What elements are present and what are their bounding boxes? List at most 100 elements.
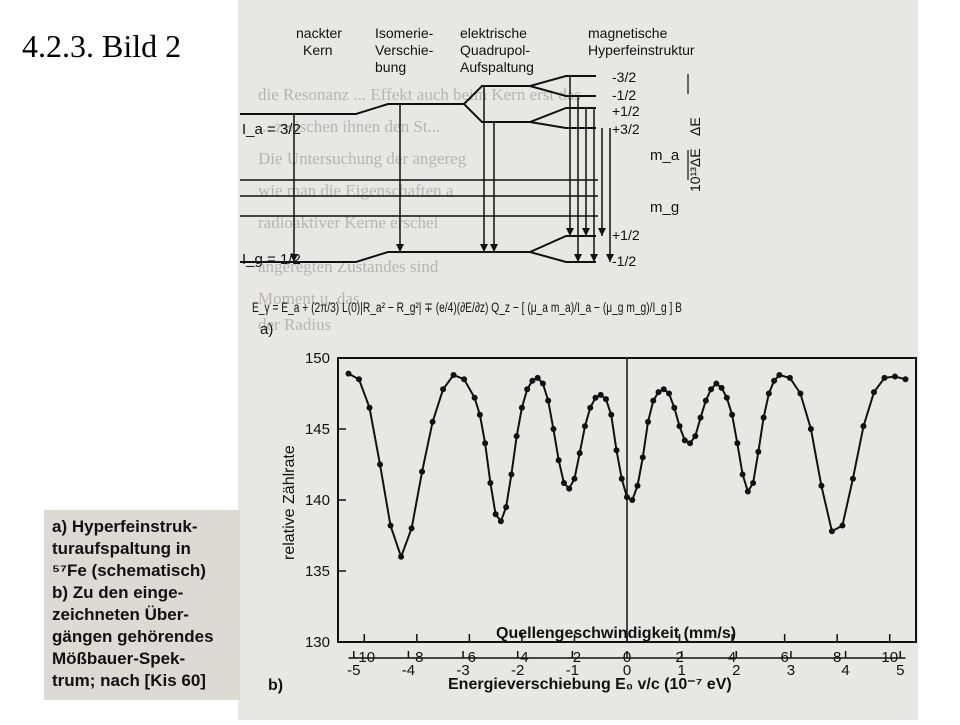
y-axis: 130 135 140 145 150 [305,350,346,651]
data-point [545,397,552,404]
x2-tick-label: -1 [566,662,579,679]
data-point [666,390,673,397]
header-magnetic-1: magnetische [588,25,668,41]
data-point [660,386,667,393]
sublevel-m12-pos: +1/2 [612,103,640,119]
y-tick-label: 130 [305,634,330,651]
data-point [487,479,494,486]
data-point [476,411,483,418]
sublevel-g12-neg: -1/2 [612,253,636,269]
excited-levels [240,75,598,263]
sublevel-m12-neg: -1/2 [612,87,636,103]
data-point [818,482,825,489]
data-point [755,448,762,455]
x2-axis-label: Energieverschiebung E₀ v/c (10⁻⁷ eV) [448,676,732,693]
data-point [797,390,804,397]
caption-line-4: b) Zu den einge- [52,583,184,602]
data-point [750,479,757,486]
data-point [602,396,609,403]
data-point [398,553,405,560]
sublevel-g12-pos: +1/2 [612,227,640,243]
data-point [713,380,720,387]
data-point [739,471,746,478]
data-point [807,426,814,432]
energy-formula: E_γ = E_a + (2π/3) L(0)|R_a² − R_g²| ∓ (… [252,300,682,315]
x2-tick-label: -3 [456,662,469,679]
delta-e-label: ΔE [687,117,703,136]
x2-tick-label: -4 [402,662,415,679]
data-point [702,397,709,404]
header-quadrupole-2: Quadrupol- [460,42,530,58]
data-point [729,411,736,418]
data-point [881,374,888,381]
data-point [508,471,515,478]
svg-text:der Radius: der Radius [258,315,331,334]
svg-text:Moment u. das: Moment u. das [258,289,360,308]
data-point [550,426,557,432]
data-point [681,437,688,444]
data-point [771,377,778,384]
data-point [744,488,751,495]
y-tick-label: 150 [305,350,330,367]
header-quadrupole-1: elektrische [460,25,527,41]
data-point [497,518,504,525]
data-point [629,497,636,503]
caption-box: a) Hyperfeinstruk- turaufspaltung in ⁵⁷F… [44,510,240,700]
data-point [366,404,373,411]
figure-canvas: die Resonanz ... Effekt auch beim Kern e… [240,25,917,694]
y-tick-label: 145 [305,421,330,438]
data-point [518,404,525,411]
x-axis-energy: -5 -4 -3 -2 -1 0 1 2 3 4 5 [347,651,906,679]
caption-line-6: gängen gehörendes [52,627,214,646]
caption-line-7: Mößbauer-Spek- [52,649,186,668]
data-point [624,494,630,501]
header-bare-nucleus-1: nackter [296,25,342,41]
svg-text:... zwischen ihnen den St...: ... zwischen ihnen den St... [258,117,440,136]
data-point [492,511,499,518]
x2-tick-label: 0 [623,662,631,679]
data-point [692,433,699,440]
data-point [408,525,415,532]
data-point [555,457,562,464]
data-point [760,414,767,421]
data-points [345,370,909,560]
header-bare-nucleus-2: Kern [303,42,333,58]
data-point [891,373,898,380]
data-point [576,450,583,457]
data-point [655,389,662,396]
data-point [429,418,436,425]
data-point [828,528,835,535]
data-point [870,389,877,396]
data-point [597,391,604,398]
svg-text:wie man die Eigenschaften a: wie man die Eigenschaften a [258,181,454,200]
x2-tick-label: 4 [841,662,849,679]
data-point [529,377,536,384]
m-a-label: m_a [650,147,680,164]
data-point [613,447,620,454]
data-point [687,440,694,447]
hyperfine-scheme: nackter Kern Isomerie- Verschie- bung el… [240,25,703,338]
column-headers: nackter Kern Isomerie- Verschie- bung el… [296,25,695,75]
data-point [566,485,573,492]
x2-tick-label: 1 [677,662,685,679]
header-isomer-shift-1: Isomerie- [375,25,434,41]
data-point [734,440,741,447]
data-point [539,380,546,387]
data-point [708,386,715,393]
header-magnetic-2: Hyperfeinstruktur [588,42,695,58]
data-point [450,372,457,379]
slide-title: 4.2.3. Bild 2 [22,28,182,64]
transition-arrows [293,76,611,262]
caption-line-8: trum; nach [Kis 60] [52,671,206,690]
data-point [765,390,772,397]
part-a-label: a) [260,321,273,338]
part-b-label: b) [268,677,283,694]
data-point [461,376,468,383]
data-point [377,461,384,468]
data-point [639,454,646,461]
data-point [560,479,567,486]
data-point [718,384,725,391]
data-point [387,522,394,529]
data-point [440,386,447,393]
